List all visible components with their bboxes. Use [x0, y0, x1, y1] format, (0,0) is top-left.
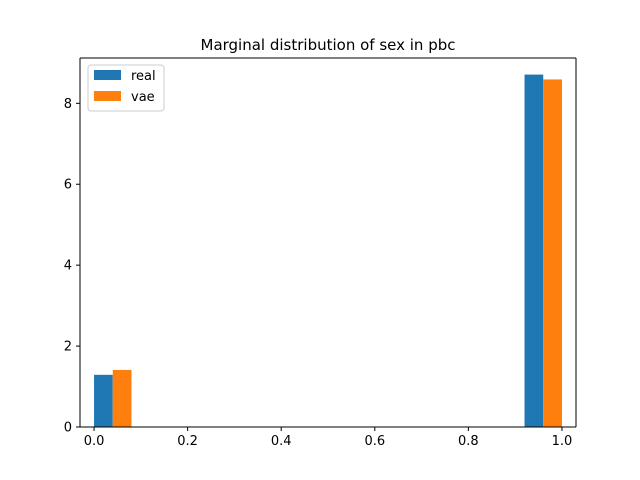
bar-real-0 — [94, 374, 113, 427]
legend-label-vae: vae — [131, 90, 155, 105]
axes: 0.0 0.2 0.4 0.6 0.8 1.0 0 2 4 6 8 — [64, 57, 577, 449]
y-tick-label: 4 — [64, 259, 72, 274]
bar-vae-0 — [112, 369, 132, 427]
bar-vae-1 — [543, 79, 562, 427]
legend-swatch-vae — [94, 91, 121, 101]
x-tick-label: 0.8 — [458, 434, 479, 449]
x-tick-label: 0.2 — [177, 434, 198, 449]
y-tick-label: 0 — [64, 421, 72, 436]
legend-swatch-real — [94, 70, 121, 80]
y-tick-label: 8 — [64, 97, 72, 112]
x-tick-label: 0.6 — [364, 434, 385, 449]
y-tick-label: 6 — [64, 178, 72, 193]
x-tick-label: 0.0 — [84, 434, 105, 449]
legend-label-real: real — [131, 69, 156, 84]
legend: real vae — [87, 64, 165, 112]
x-tick-label: 0.4 — [271, 434, 292, 449]
bar-real-1 — [524, 74, 544, 428]
x-tick-label: 1.0 — [552, 434, 573, 449]
bars-layer — [94, 74, 562, 428]
y-tick-label: 2 — [64, 340, 72, 355]
chart-title: Marginal distribution of sex in pbc — [201, 36, 456, 54]
